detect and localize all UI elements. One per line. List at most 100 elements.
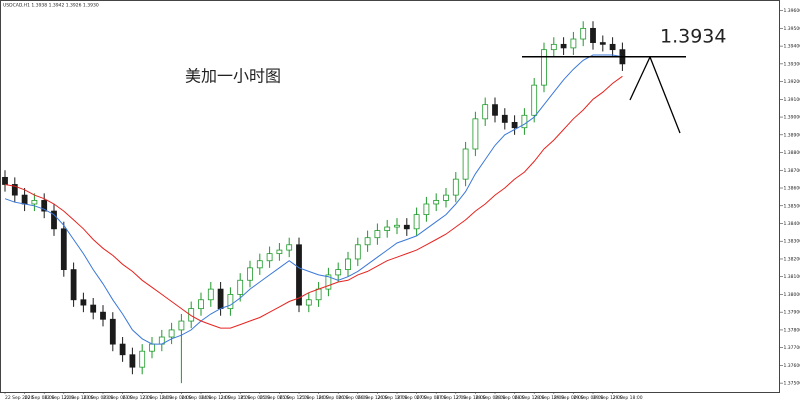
x-tick-label: 24 Sep 00:00 xyxy=(162,395,192,401)
y-tick-label: 1.39200 xyxy=(784,79,800,85)
candle-body xyxy=(325,274,332,290)
x-tick-label: 22 Sep 06:00 xyxy=(25,395,55,401)
y-tick-label: 1.37900 xyxy=(784,310,800,316)
x-tick-label: 27 Sep 00:00 xyxy=(397,395,427,401)
candle-body xyxy=(80,299,87,306)
drawing-line xyxy=(649,56,681,134)
drawing-line xyxy=(629,56,651,101)
y-tick-label: 1.39600 xyxy=(784,8,800,14)
y-tick-label: 1.39000 xyxy=(784,115,800,121)
x-tick-label: 26 Sep 00:00 xyxy=(319,395,349,401)
x-tick-label: 22 Sep 2020 xyxy=(5,395,34,401)
candle-body xyxy=(70,269,77,301)
candle-body xyxy=(21,194,28,205)
chart-title: 美加一小时图 xyxy=(185,67,281,86)
candle-body xyxy=(217,288,224,310)
candle-body xyxy=(433,200,440,205)
y-tick-label: 1.37600 xyxy=(784,363,800,369)
candle-body xyxy=(521,114,528,129)
y-tick-label: 1.38500 xyxy=(784,203,800,209)
x-tick-label: 23 Sep 12:00 xyxy=(123,395,153,401)
candle-body xyxy=(423,203,430,216)
x-tick-label: 29 Sep 12:00 xyxy=(593,395,623,401)
y-tick-label: 1.39400 xyxy=(784,44,800,50)
candle-body xyxy=(482,104,489,120)
y-tick-label: 1.39100 xyxy=(784,97,800,103)
candle-body xyxy=(374,230,381,239)
candle-body xyxy=(198,299,204,310)
y-tick-label: 1.38400 xyxy=(784,221,800,227)
candle-body xyxy=(511,121,518,129)
candle-body xyxy=(354,244,361,260)
x-tick-label: 25 Sep 12:00 xyxy=(279,395,309,401)
candle-body xyxy=(580,27,587,40)
candle-body xyxy=(531,84,538,116)
candle-body xyxy=(492,104,498,116)
candle-body xyxy=(403,224,410,230)
y-tick-label: 1.37500 xyxy=(784,381,800,387)
candle-body xyxy=(296,244,302,306)
y-tick-label: 1.38300 xyxy=(784,239,800,245)
candle-body xyxy=(266,253,273,262)
candle-body xyxy=(2,176,8,185)
y-tick-label: 1.39500 xyxy=(784,26,800,32)
y-tick-label: 1.38700 xyxy=(784,168,800,174)
candle-body xyxy=(384,226,391,231)
candle-body xyxy=(90,304,97,313)
y-tick-label: 1.37700 xyxy=(784,345,800,351)
x-tick-label: 28 Sep 18:00 xyxy=(534,395,564,401)
candle-body xyxy=(41,200,48,212)
y-tick-label: 1.38200 xyxy=(784,256,800,262)
candle-body xyxy=(31,200,38,205)
x-tick-label: 29 Sep 00:00 xyxy=(554,395,584,401)
x-tick-label: 24 Sep 18:00 xyxy=(221,395,251,401)
candle-body xyxy=(256,260,263,269)
candle-body xyxy=(609,43,616,51)
candle-body xyxy=(149,343,155,352)
candle-body xyxy=(100,311,106,320)
candle-body xyxy=(501,114,508,123)
moving-average-line xyxy=(4,54,623,345)
candle-body xyxy=(335,269,342,276)
moving-average-line xyxy=(4,75,623,329)
y-tick-label: 1.38800 xyxy=(784,150,800,156)
plot-frame xyxy=(0,0,780,393)
y-tick-label: 1.38900 xyxy=(784,132,800,138)
candle-body xyxy=(286,244,293,251)
candle-body xyxy=(139,350,146,368)
y-tick-label: 1.38000 xyxy=(784,292,800,298)
candle-body xyxy=(462,148,469,180)
candle-body xyxy=(305,299,312,306)
x-tick-label: 23 Sep 00:00 xyxy=(83,395,113,401)
x-tick-label: 25 Sep 06:00 xyxy=(260,395,290,401)
candle-body xyxy=(452,178,459,196)
candle-body xyxy=(364,237,371,246)
y-tick-label: 1.37800 xyxy=(784,327,800,333)
candle-body xyxy=(60,228,67,271)
candle-body xyxy=(227,294,234,310)
candle-body xyxy=(207,288,214,301)
x-tick-label: 29 Sep 18:00 xyxy=(613,395,643,401)
x-tick-label: 29 Sep 06:00 xyxy=(573,395,603,401)
candle-body xyxy=(188,308,195,322)
x-tick-label: 25 Sep 18:00 xyxy=(299,395,329,401)
x-tick-label: 28 Sep 12:00 xyxy=(515,395,545,401)
candle-body xyxy=(237,279,244,295)
candle-body xyxy=(570,38,577,49)
candle-body xyxy=(178,320,185,331)
x-tick-label: 26 Sep 18:00 xyxy=(377,395,407,401)
x-tick-label: 23 Sep 18:00 xyxy=(142,395,172,401)
candle-body xyxy=(541,49,547,86)
annotation-label: 1.3934 xyxy=(660,25,726,47)
candle-body xyxy=(247,267,253,281)
x-tick-label: 27 Sep 12:00 xyxy=(436,395,466,401)
candle-body xyxy=(413,214,420,230)
y-tick-label: 1.38100 xyxy=(784,274,800,280)
candle-body xyxy=(590,27,596,43)
candle-body xyxy=(550,43,557,51)
candle-body xyxy=(443,194,449,201)
x-tick-label: 27 Sep 18:00 xyxy=(456,395,486,401)
candle-body xyxy=(109,318,116,345)
